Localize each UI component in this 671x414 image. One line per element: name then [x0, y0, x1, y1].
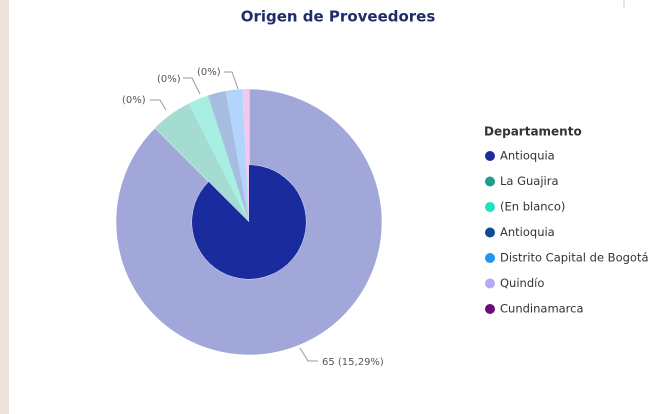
legend-label: La Guajira — [500, 174, 559, 188]
data-label: (0%) — [157, 74, 181, 85]
legend-label: Cundinamarca — [500, 302, 584, 316]
legend-marker — [485, 304, 495, 314]
legend-label: Quindío — [500, 276, 544, 290]
legend-label: Antioquia — [500, 225, 555, 239]
legend-marker — [485, 176, 495, 187]
legend-label: Distrito Capital de Bogotá — [500, 251, 649, 265]
pie-slice — [225, 89, 249, 222]
data-label: 65 (15,29%) — [322, 357, 384, 368]
legend-marker — [485, 151, 495, 161]
legend-marker — [485, 253, 495, 263]
legend-label: (En blanco) — [500, 200, 565, 214]
leader-lines — [150, 71, 318, 362]
legend-marker — [485, 278, 495, 289]
legend: Antioquia La Guajira (En blanco) Antioquia D… — [485, 149, 649, 316]
side-strip — [0, 0, 9, 414]
legend-marker — [485, 227, 495, 238]
data-label: (0%) — [122, 95, 146, 106]
pie-slice — [242, 89, 249, 222]
pie-slice — [207, 91, 249, 222]
pie-slice — [154, 103, 249, 222]
legend-marker — [485, 202, 495, 212]
chart-title: Origen de Proveedores — [241, 8, 436, 26]
legend-title: Departamento — [484, 125, 582, 139]
pie-slice — [188, 95, 249, 222]
legend-label: Antioquia — [500, 149, 555, 163]
pie — [115, 88, 383, 356]
data-label: (0%) — [197, 67, 221, 78]
